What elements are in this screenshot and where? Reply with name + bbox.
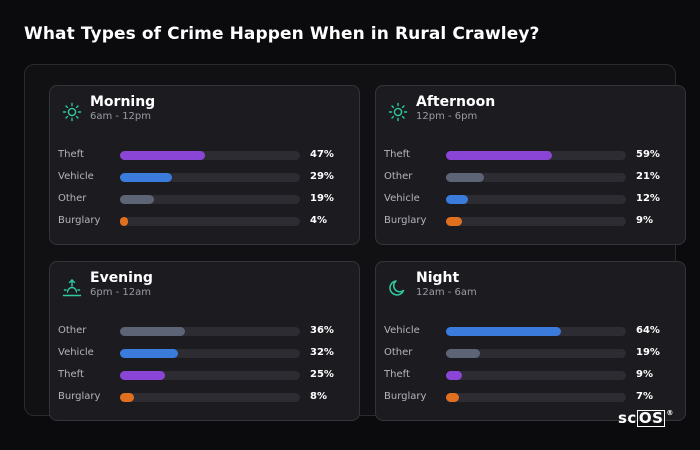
bar-value: 9% — [636, 369, 653, 380]
bar-value: 32% — [310, 347, 334, 358]
bar-row: Vehicle 29% — [50, 170, 361, 184]
bar-track — [120, 151, 300, 160]
bar-value: 21% — [636, 171, 660, 182]
bar-label: Theft — [58, 369, 84, 380]
bar-track — [446, 327, 626, 336]
bar-label: Burglary — [384, 215, 427, 226]
bar-label: Other — [384, 347, 413, 358]
bar-row: Theft 47% — [50, 148, 361, 162]
bar-fill — [446, 195, 468, 204]
page-title: What Types of Crime Happen When in Rural… — [24, 24, 540, 44]
sun-icon — [388, 102, 408, 122]
bar-fill — [120, 327, 185, 336]
bar-row: Vehicle 64% — [376, 324, 687, 338]
bar-label: Other — [58, 325, 87, 336]
bar-label: Other — [384, 171, 413, 182]
bar-value: 19% — [310, 193, 334, 204]
bar-value: 36% — [310, 325, 334, 336]
card-time-range: 12pm - 6pm — [416, 111, 478, 122]
card-time-range: 12am - 6am — [416, 287, 477, 298]
bar-track — [446, 217, 626, 226]
bar-fill — [120, 151, 205, 160]
bar-fill — [446, 327, 561, 336]
bar-track — [446, 173, 626, 182]
bar-fill — [120, 393, 134, 402]
bar-label: Burglary — [384, 391, 427, 402]
card-title: Afternoon — [416, 94, 496, 110]
bar-fill — [446, 173, 484, 182]
bar-value: 64% — [636, 325, 660, 336]
bar-label: Vehicle — [58, 347, 94, 358]
bar-row: Vehicle 12% — [376, 192, 687, 206]
bar-track — [446, 151, 626, 160]
bar-label: Burglary — [58, 215, 101, 226]
bar-row: Burglary 7% — [376, 390, 687, 404]
bar-row: Theft 9% — [376, 368, 687, 382]
bar-track — [120, 327, 300, 336]
bar-track — [446, 371, 626, 380]
bar-row: Burglary 8% — [50, 390, 361, 404]
moon-icon — [388, 278, 408, 298]
bar-fill — [446, 151, 552, 160]
bar-track — [446, 349, 626, 358]
bar-row: Other 21% — [376, 170, 687, 184]
bar-fill — [120, 173, 172, 182]
bar-fill — [446, 217, 462, 226]
bar-label: Other — [58, 193, 87, 204]
bar-row: Other 19% — [50, 192, 361, 206]
bar-track — [120, 349, 300, 358]
bar-value: 4% — [310, 215, 327, 226]
bar-fill — [120, 371, 165, 380]
bar-value: 9% — [636, 215, 653, 226]
bar-fill — [120, 195, 154, 204]
bar-fill — [446, 349, 480, 358]
card-time-range: 6pm - 12am — [90, 287, 152, 298]
bar-value: 7% — [636, 391, 653, 402]
sun-icon — [62, 102, 82, 122]
bar-value: 29% — [310, 171, 334, 182]
card-title: Morning — [90, 94, 156, 110]
bar-value: 25% — [310, 369, 334, 380]
scos-logo: sc OS ® — [618, 409, 674, 427]
bar-track — [120, 195, 300, 204]
bar-label: Vehicle — [58, 171, 94, 182]
card-night: Night 12am - 6am Vehicle 64% Other 19% Theft… — [375, 261, 686, 421]
card-morning: Morning 6am - 12pm Theft 47% Vehicle 29% Oth… — [49, 85, 360, 245]
bar-value: 12% — [636, 193, 660, 204]
bar-label: Burglary — [58, 391, 101, 402]
bar-value: 59% — [636, 149, 660, 160]
bar-value: 8% — [310, 391, 327, 402]
bar-track — [120, 173, 300, 182]
sunset-icon — [62, 278, 82, 298]
bar-row: Burglary 4% — [50, 214, 361, 228]
bar-row: Other 19% — [376, 346, 687, 360]
bar-fill — [446, 371, 462, 380]
bar-fill — [446, 393, 459, 402]
card-title: Night — [416, 270, 460, 286]
bar-fill — [120, 349, 178, 358]
bar-label: Vehicle — [384, 193, 420, 204]
bar-row: Theft 59% — [376, 148, 687, 162]
bar-row: Vehicle 32% — [50, 346, 361, 360]
bar-fill — [120, 217, 128, 226]
bar-label: Theft — [384, 149, 410, 160]
card-time-range: 6am - 12pm — [90, 111, 152, 122]
bar-value: 19% — [636, 347, 660, 358]
bar-track — [446, 195, 626, 204]
bar-row: Other 36% — [50, 324, 361, 338]
bar-row: Theft 25% — [50, 368, 361, 382]
card-afternoon: Afternoon 12pm - 6pm Theft 59% Other 21% Veh… — [375, 85, 686, 245]
bar-track — [120, 371, 300, 380]
card-title: Evening — [90, 270, 153, 286]
bar-track — [120, 393, 300, 402]
bar-track — [120, 217, 300, 226]
card-evening: Evening 6pm - 12am Other 36% Vehicle 32% The… — [49, 261, 360, 421]
bar-label: Theft — [58, 149, 84, 160]
bar-track — [446, 393, 626, 402]
bar-value: 47% — [310, 149, 334, 160]
bar-label: Theft — [384, 369, 410, 380]
bar-row: Burglary 9% — [376, 214, 687, 228]
bar-label: Vehicle — [384, 325, 420, 336]
